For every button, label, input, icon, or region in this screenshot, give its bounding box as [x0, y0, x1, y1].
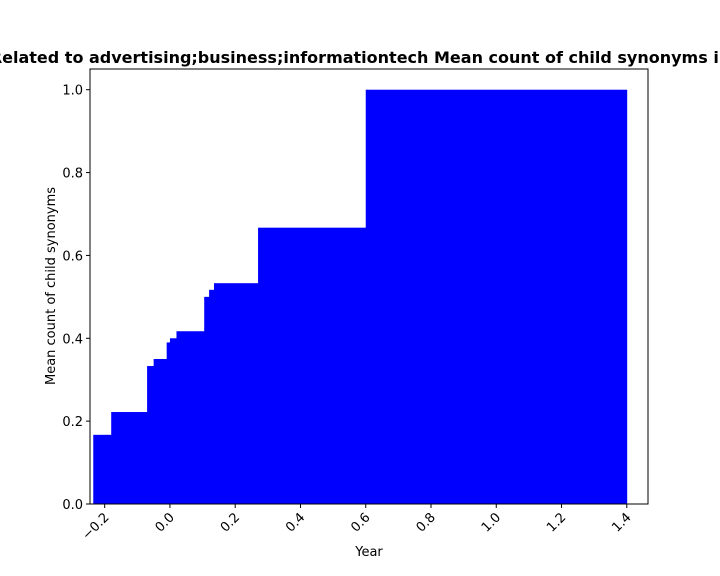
y-tick-label: 0.2 — [62, 415, 83, 430]
bar-4 — [166, 342, 171, 504]
x-axis: −0.2 0.0 0.2 0.4 0.6 0.8 1.0 1.2 1.4 — [80, 504, 635, 543]
x-tick-label: 0.6 — [348, 510, 373, 535]
bar-11 — [365, 89, 628, 504]
x-tick-label: 1.4 — [609, 510, 634, 535]
y-axis: 0.0 0.2 0.4 0.6 0.8 1.0 — [62, 84, 90, 513]
bar-5 — [169, 338, 177, 504]
bar-3 — [153, 359, 168, 504]
bar-0 — [93, 434, 112, 504]
x-tick-label: 1.2 — [544, 510, 569, 535]
x-tick-label: 1.0 — [479, 510, 504, 535]
x-tick-label: 0.2 — [218, 510, 243, 535]
bar-1 — [111, 412, 148, 504]
x-axis-label: Year — [354, 545, 383, 560]
x-tick-label: −0.2 — [80, 510, 113, 543]
x-tick-label: 0.8 — [414, 510, 439, 535]
y-tick-label: 0.0 — [62, 498, 83, 513]
bar-7 — [204, 296, 210, 504]
y-tick-label: 0.4 — [62, 332, 83, 347]
y-axis-label: Mean count of child synonyms — [44, 187, 59, 385]
plot-frame — [89, 68, 649, 505]
chart-title: Related to advertising;business;informat… — [0, 48, 720, 67]
bar-6 — [176, 331, 205, 504]
bar-2 — [147, 366, 155, 504]
y-tick-label: 1.0 — [62, 84, 83, 99]
x-tick-label: 0.4 — [283, 510, 308, 535]
y-tick-label: 0.8 — [62, 167, 83, 182]
bars-group — [93, 89, 628, 504]
bar-10 — [258, 227, 367, 504]
x-tick-label: 0.0 — [153, 510, 178, 535]
y-tick-label: 0.6 — [62, 249, 83, 264]
bar-8 — [209, 289, 215, 504]
bar-9 — [214, 283, 259, 504]
